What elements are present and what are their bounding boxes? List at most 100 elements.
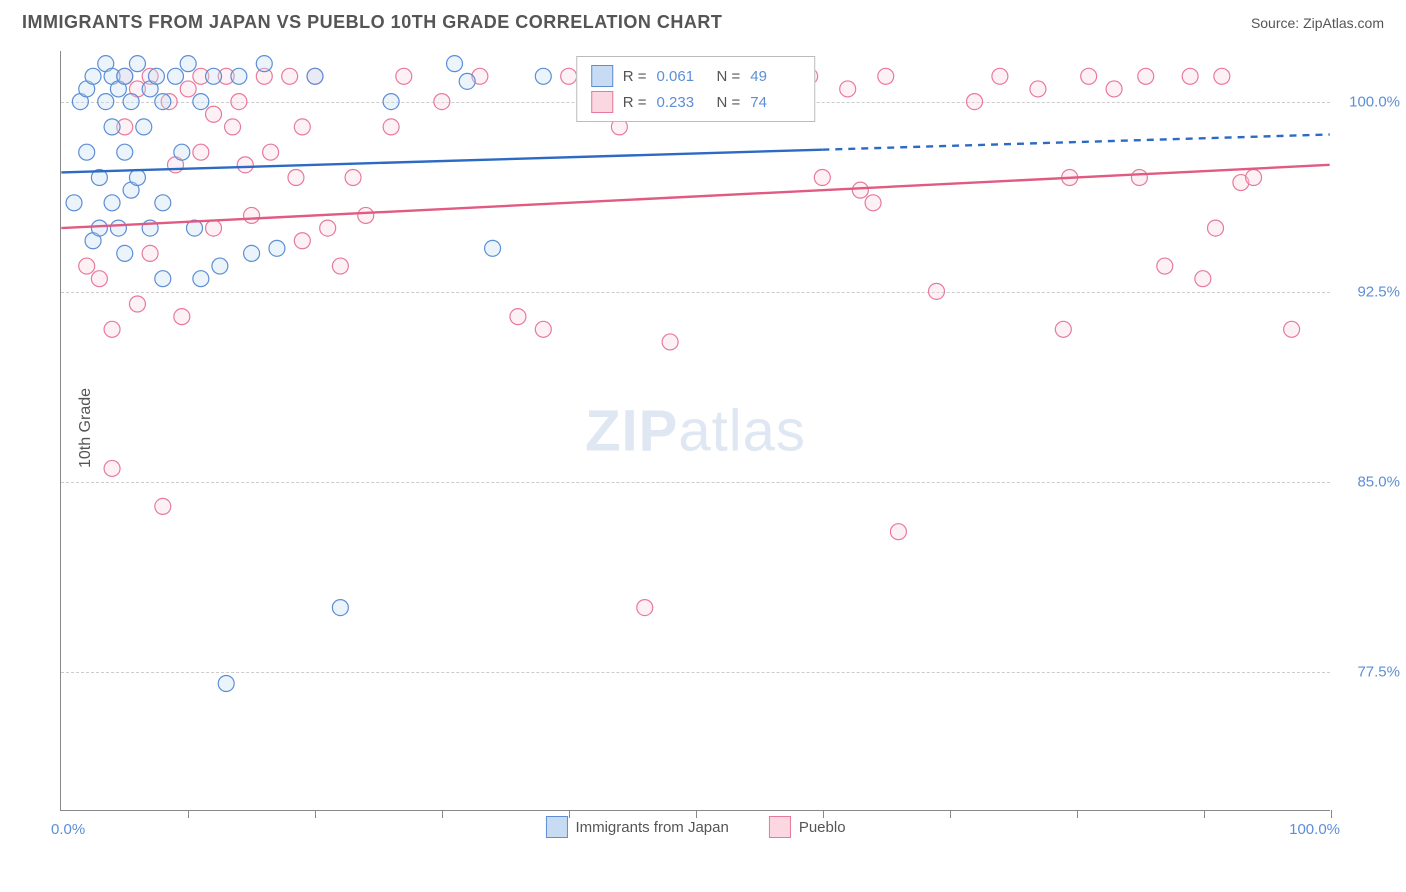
chart-title: IMMIGRANTS FROM JAPAN VS PUEBLO 10TH GRA… <box>22 12 722 33</box>
data-point <box>1182 68 1198 84</box>
data-point <box>79 144 95 160</box>
n-label-a: N = <box>717 68 741 85</box>
data-point <box>1106 81 1122 97</box>
data-point <box>967 94 983 110</box>
data-point <box>91 271 107 287</box>
x-tick <box>1077 810 1078 818</box>
data-point <box>332 258 348 274</box>
data-point <box>890 524 906 540</box>
data-point <box>136 119 152 135</box>
data-point <box>561 68 577 84</box>
data-point <box>1195 271 1211 287</box>
plot-area: 77.5%85.0%92.5%100.0% ZIPatlas R = 0.061… <box>60 51 1330 811</box>
data-point <box>294 119 310 135</box>
x-axis-min-label: 0.0% <box>51 821 85 838</box>
data-point <box>117 245 133 261</box>
x-axis-max-label: 100.0% <box>1289 821 1340 838</box>
data-point <box>225 119 241 135</box>
swatch-series-a <box>591 65 613 87</box>
data-point <box>1081 68 1097 84</box>
data-point <box>231 94 247 110</box>
n-value-a: 49 <box>750 68 800 85</box>
data-point <box>263 144 279 160</box>
r-label-a: R = <box>623 68 647 85</box>
x-tick <box>315 810 316 818</box>
scatter-svg <box>61 51 1330 810</box>
y-tick-label: 77.5% <box>1340 663 1400 680</box>
data-point <box>117 68 133 84</box>
data-point <box>928 283 944 299</box>
data-point <box>992 68 1008 84</box>
x-tick <box>950 810 951 818</box>
data-point <box>206 220 222 236</box>
data-point <box>218 676 234 692</box>
data-point <box>66 195 82 211</box>
source-label: Source: <box>1251 15 1299 31</box>
y-tick-label: 100.0% <box>1340 93 1400 110</box>
data-point <box>104 321 120 337</box>
data-point <box>383 94 399 110</box>
data-point <box>79 258 95 274</box>
legend-stats-box: R = 0.061 N = 49 R = 0.233 N = 74 <box>576 56 816 122</box>
data-point <box>345 170 361 186</box>
bottom-legend: Immigrants from Japan Pueblo <box>545 816 845 838</box>
data-point <box>193 271 209 287</box>
data-point <box>1214 68 1230 84</box>
data-point <box>307 68 323 84</box>
data-point <box>535 68 551 84</box>
r-value-a: 0.061 <box>657 68 707 85</box>
r-label-b: R = <box>623 94 647 111</box>
data-point <box>485 240 501 256</box>
data-point <box>1030 81 1046 97</box>
data-point <box>85 68 101 84</box>
data-point <box>244 245 260 261</box>
data-point <box>104 119 120 135</box>
data-point <box>840 81 856 97</box>
data-point <box>244 207 260 223</box>
bottom-legend-item-a: Immigrants from Japan <box>545 816 728 838</box>
data-point <box>231 68 247 84</box>
data-point <box>814 170 830 186</box>
legend-row-a: R = 0.061 N = 49 <box>591 63 801 89</box>
data-point <box>104 195 120 211</box>
data-point <box>662 334 678 350</box>
bottom-legend-item-b: Pueblo <box>769 816 846 838</box>
data-point <box>637 600 653 616</box>
data-point <box>320 220 336 236</box>
data-point <box>193 144 209 160</box>
regression-line <box>822 134 1329 149</box>
series-a-name: Immigrants from Japan <box>575 819 728 836</box>
data-point <box>129 170 145 186</box>
data-point <box>98 94 114 110</box>
data-point <box>174 144 190 160</box>
x-tick <box>442 810 443 818</box>
data-point <box>1131 170 1147 186</box>
data-point <box>180 81 196 97</box>
data-point <box>129 296 145 312</box>
data-point <box>174 309 190 325</box>
data-point <box>294 233 310 249</box>
data-point <box>358 207 374 223</box>
data-point <box>155 94 171 110</box>
data-point <box>123 94 139 110</box>
x-tick <box>1331 810 1332 818</box>
data-point <box>1157 258 1173 274</box>
data-point <box>206 68 222 84</box>
data-point <box>256 56 272 72</box>
data-point <box>110 220 126 236</box>
data-point <box>288 170 304 186</box>
data-point <box>180 56 196 72</box>
data-point <box>155 498 171 514</box>
data-point <box>155 271 171 287</box>
data-point <box>212 258 228 274</box>
n-value-b: 74 <box>750 94 800 111</box>
bottom-swatch-b <box>769 816 791 838</box>
data-point <box>852 182 868 198</box>
data-point <box>535 321 551 337</box>
data-point <box>206 106 222 122</box>
data-point <box>282 68 298 84</box>
data-point <box>193 94 209 110</box>
source-name: ZipAtlas.com <box>1303 15 1384 31</box>
data-point <box>167 68 183 84</box>
x-tick <box>188 810 189 818</box>
